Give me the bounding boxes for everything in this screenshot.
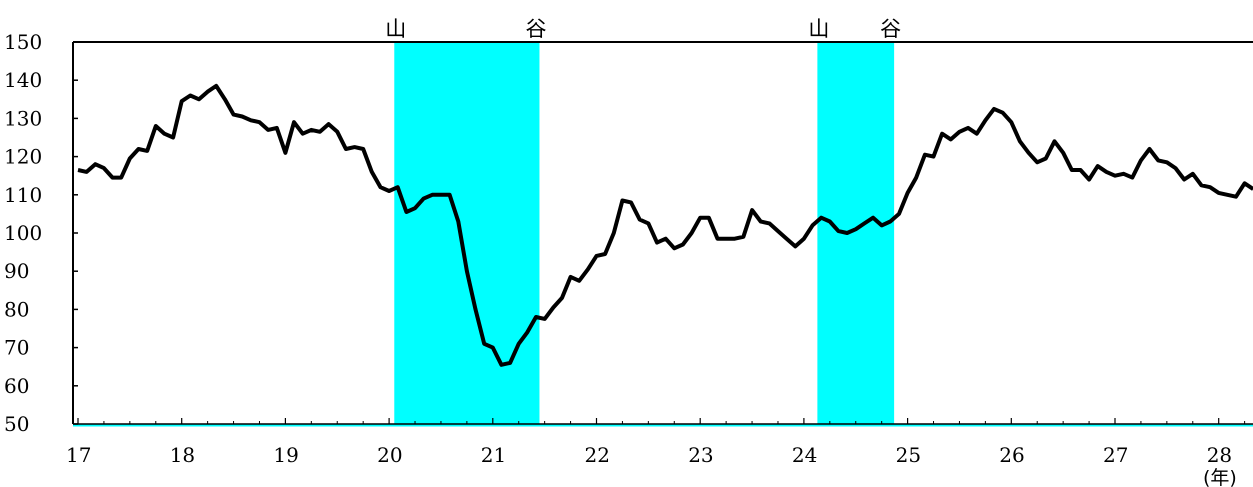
x-tick-label-24: 24: [792, 443, 817, 467]
x-tick-label-25: 25: [896, 443, 921, 467]
x-axis-unit-label: (年): [1203, 467, 1237, 487]
trough-marker-1: 谷: [525, 17, 546, 41]
x-tick-label-23: 23: [688, 443, 713, 467]
y-tick-label-70: 70: [4, 336, 29, 360]
peak-marker-2: 山: [808, 17, 829, 41]
shaded-period-2: [817, 42, 895, 424]
axes: [72, 41, 1253, 425]
shaded-period-1: [394, 42, 540, 424]
y-tick-label-150: 150: [4, 30, 42, 54]
y-tick-label-60: 60: [4, 374, 29, 398]
x-tick-label-21: 21: [481, 443, 506, 467]
axis-labels: 50 60 70 80 90 100 110 120 130 140 150 17 18 19 20 21 22…: [4, 30, 1232, 467]
y-tick-label-140: 140: [4, 68, 42, 92]
x-tick-label-17: 17: [66, 443, 91, 467]
y-tick-label-120: 120: [4, 145, 42, 169]
x-tick-label-22: 22: [585, 443, 610, 467]
x-tick-label-26: 26: [999, 443, 1024, 467]
y-tick-label-50: 50: [4, 412, 29, 436]
x-tick-label-18: 18: [170, 443, 195, 467]
shaded-periods: [73, 42, 1253, 427]
trough-marker-2: 谷: [880, 17, 901, 41]
y-tick-label-80: 80: [4, 297, 29, 321]
series-line: [77, 83, 1253, 367]
y-tick-label-90: 90: [4, 259, 29, 283]
x-tick-label-20: 20: [377, 443, 402, 467]
period-markers: 山谷山谷: [385, 17, 901, 41]
peak-marker-1: 山: [385, 17, 406, 41]
y-tick-label-110: 110: [4, 183, 42, 207]
series-layer: [77, 83, 1253, 367]
x-tick-label-28: 28: [1207, 443, 1232, 467]
y-tick-label-100: 100: [4, 221, 42, 245]
y-tick-label-130: 130: [4, 106, 42, 130]
x-tick-label-19: 19: [273, 443, 298, 467]
x-tick-label-27: 27: [1103, 443, 1128, 467]
